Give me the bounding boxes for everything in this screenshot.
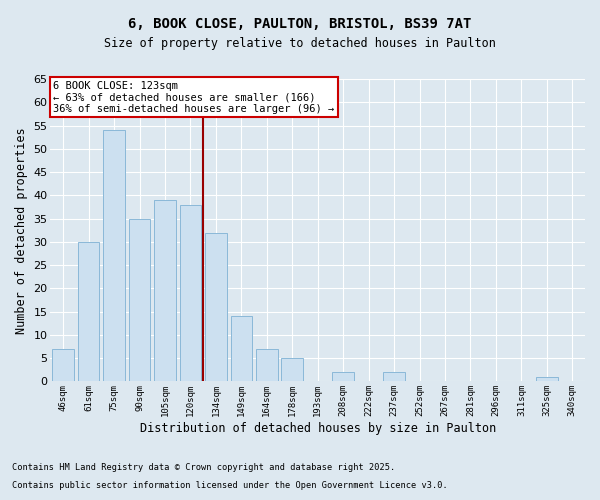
- Bar: [536, 377, 557, 382]
- Text: Size of property relative to detached houses in Paulton: Size of property relative to detached ho…: [104, 38, 496, 51]
- Bar: [52, 349, 74, 382]
- Bar: [230, 316, 252, 382]
- Y-axis label: Number of detached properties: Number of detached properties: [15, 127, 28, 334]
- Bar: [179, 204, 201, 382]
- Text: Contains public sector information licensed under the Open Government Licence v3: Contains public sector information licen…: [12, 481, 448, 490]
- Bar: [383, 372, 405, 382]
- X-axis label: Distribution of detached houses by size in Paulton: Distribution of detached houses by size …: [140, 422, 496, 435]
- Bar: [205, 232, 227, 382]
- Bar: [281, 358, 303, 382]
- Bar: [78, 242, 100, 382]
- Bar: [129, 218, 151, 382]
- Bar: [332, 372, 354, 382]
- Bar: [256, 349, 278, 382]
- Bar: [103, 130, 125, 382]
- Bar: [154, 200, 176, 382]
- Text: 6, BOOK CLOSE, PAULTON, BRISTOL, BS39 7AT: 6, BOOK CLOSE, PAULTON, BRISTOL, BS39 7A…: [128, 18, 472, 32]
- Text: Contains HM Land Registry data © Crown copyright and database right 2025.: Contains HM Land Registry data © Crown c…: [12, 464, 395, 472]
- Text: 6 BOOK CLOSE: 123sqm
← 63% of detached houses are smaller (166)
36% of semi-deta: 6 BOOK CLOSE: 123sqm ← 63% of detached h…: [53, 80, 334, 114]
